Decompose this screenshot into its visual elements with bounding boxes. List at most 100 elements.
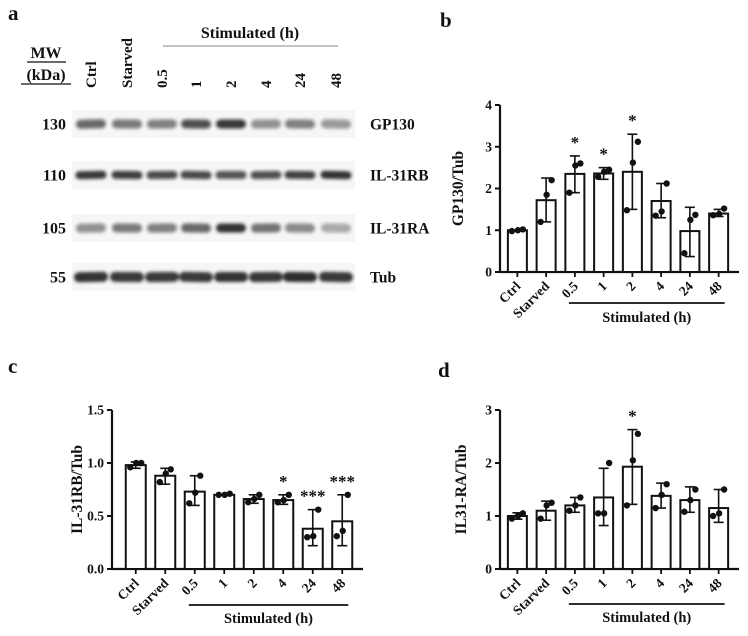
blot-band	[112, 223, 142, 233]
x-tick-label: 48	[705, 278, 725, 298]
data-point	[652, 504, 659, 512]
y-axis-label: IL-31RB/Tub	[69, 445, 86, 534]
western-blot-panel: MW (kDa) Stimulated (h) Ctrl Starved 0.5 1 2 4 24…	[0, 0, 432, 353]
data-point	[658, 491, 665, 498]
blot-band	[214, 272, 248, 282]
data-point	[652, 212, 659, 219]
data-point	[720, 486, 728, 493]
data-point	[280, 496, 287, 504]
data-point	[605, 166, 613, 173]
y-tick-label: 2	[485, 456, 492, 471]
blot-band	[111, 170, 143, 180]
x-tick-label: 0.5	[558, 278, 581, 301]
blot-band	[181, 119, 211, 129]
group-bracket-label: Stimulated (h)	[224, 611, 313, 627]
bar	[124, 464, 147, 570]
y-tick-label: 0	[485, 562, 492, 577]
y-axis-label: IL31-RA/Tub	[453, 445, 470, 535]
x-tick-label: 48	[705, 575, 725, 595]
data-point	[634, 138, 642, 145]
significance-star: ***	[300, 487, 326, 506]
data-point	[692, 211, 699, 219]
x-tick-label: 4	[652, 278, 668, 294]
data-point	[162, 470, 169, 477]
group-bracket-label: Stimulated (h)	[602, 310, 691, 326]
y-tick-label: 3	[485, 139, 492, 154]
significance-star: *	[571, 133, 580, 152]
blot-band	[147, 119, 177, 129]
data-point	[537, 218, 544, 226]
data-point	[167, 466, 174, 473]
y-tick-label: 0.0	[87, 562, 104, 577]
data-point	[339, 527, 346, 535]
data-point	[514, 227, 522, 234]
lane-label: 24	[293, 73, 309, 89]
blot-band	[249, 271, 283, 283]
data-point	[508, 515, 516, 522]
panel-d-label: d	[438, 358, 450, 382]
data-point	[548, 176, 555, 184]
x-tick-label: 2	[623, 575, 639, 591]
blot-band	[321, 119, 351, 129]
data-point	[658, 208, 665, 215]
data-point	[543, 191, 550, 198]
lane-label: 1	[189, 81, 205, 89]
protein-label: IL-31RA	[370, 221, 430, 238]
data-point	[245, 499, 252, 506]
data-point	[681, 250, 688, 257]
x-tick-label: 0.5	[178, 575, 201, 598]
data-point	[333, 532, 340, 540]
panel-c-label: c	[8, 354, 18, 378]
y-axis-label: GP130/Tub	[450, 151, 467, 226]
x-tick-label: 1	[594, 278, 610, 294]
data-point	[315, 506, 322, 513]
lane-label: 4	[259, 80, 275, 88]
data-point	[629, 159, 637, 166]
data-point	[709, 212, 717, 219]
significance-star: *	[279, 472, 288, 491]
data-point	[629, 457, 637, 464]
data-point	[344, 491, 351, 498]
data-point	[577, 494, 584, 501]
data-point	[251, 495, 258, 503]
data-point	[577, 160, 584, 167]
mw-label: 55	[50, 270, 66, 287]
x-tick-label: 4	[652, 575, 668, 591]
data-point	[594, 510, 602, 517]
blot-band	[285, 119, 315, 129]
blot-band	[179, 271, 213, 283]
data-point	[623, 502, 631, 509]
bar	[213, 493, 236, 570]
data-point	[256, 491, 263, 498]
data-point	[548, 499, 555, 506]
blot-band	[283, 271, 317, 283]
blot-band	[251, 223, 281, 233]
data-point	[715, 510, 723, 517]
y-tick-label: 4	[485, 98, 492, 113]
x-tick-label: 4	[274, 575, 290, 591]
bar	[564, 504, 586, 570]
data-point	[304, 534, 311, 541]
y-tick-label: 1.5	[87, 403, 104, 418]
protein-label: Tub	[370, 270, 396, 287]
data-point	[566, 507, 573, 514]
protein-label: IL-31RB	[370, 168, 429, 185]
data-point	[543, 502, 550, 509]
data-point	[537, 515, 544, 522]
significance-star: ***	[330, 472, 356, 491]
mw-header-line2: (kDa)	[26, 67, 65, 84]
mw-label: 130	[42, 117, 66, 134]
blot-band	[75, 170, 107, 180]
data-point	[226, 490, 233, 497]
data-point	[274, 499, 281, 506]
blot-band	[319, 271, 353, 283]
data-point	[215, 491, 222, 498]
x-tick-label: 1	[215, 575, 231, 591]
data-point	[715, 210, 723, 218]
y-tick-label: 3	[485, 403, 492, 418]
y-tick-label: 2	[485, 181, 492, 196]
y-tick-label: 1	[485, 223, 492, 238]
significance-star: *	[628, 111, 637, 130]
blot-band	[76, 119, 106, 129]
